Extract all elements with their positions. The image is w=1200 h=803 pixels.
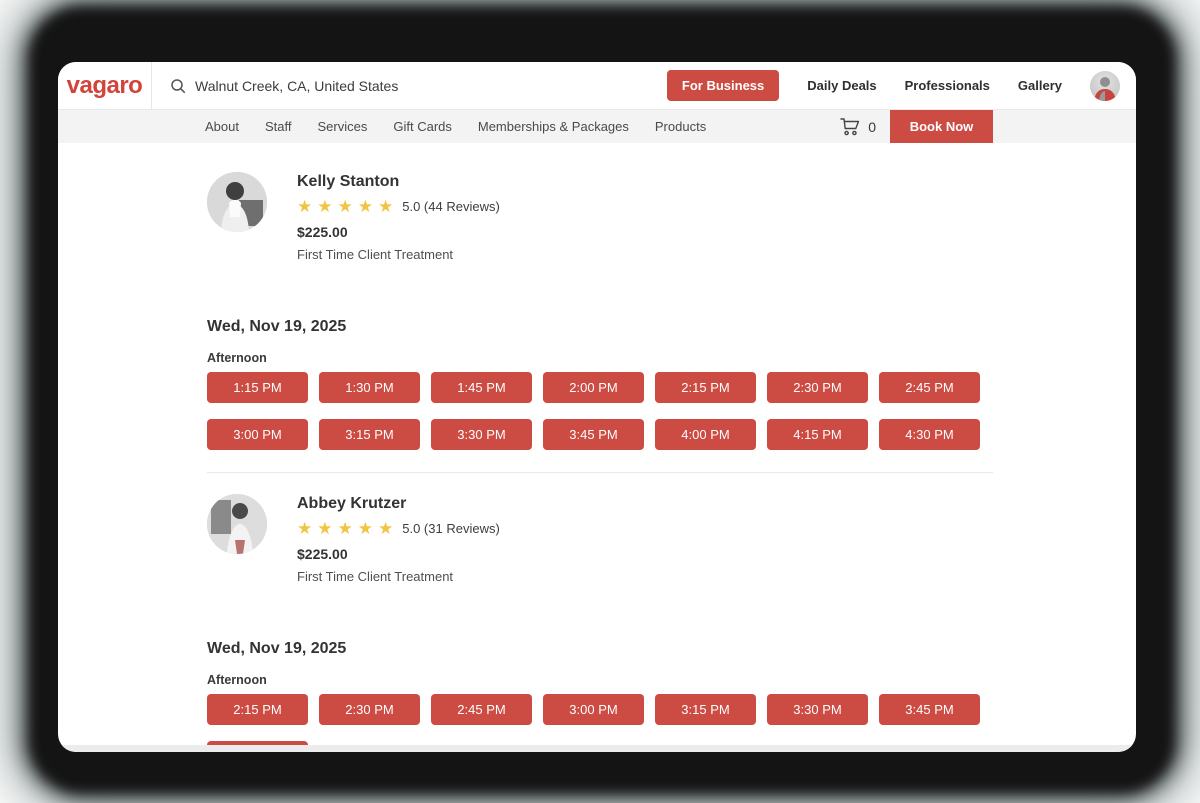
search-value[interactable]: Walnut Creek, CA, United States xyxy=(195,77,399,94)
for-business-button[interactable]: For Business xyxy=(666,70,780,101)
staff-name[interactable]: Kelly Stanton xyxy=(297,173,400,190)
star-icon: ★ xyxy=(317,197,335,216)
time-slot-button[interactable]: 3:15 PM xyxy=(319,419,420,450)
time-slot-button[interactable]: 1:15 PM xyxy=(207,372,308,403)
user-avatar[interactable] xyxy=(1090,70,1120,101)
staff-avatar[interactable] xyxy=(207,172,267,232)
rating-row: ★ ★ ★ ★ ★ 5.0 (31 Reviews) xyxy=(297,520,500,537)
subnav-item-products[interactable]: Products xyxy=(654,119,707,134)
subnav-item-memberships[interactable]: Memberships & Packages xyxy=(477,119,629,134)
period-label: Afternoon xyxy=(207,351,267,365)
time-slot-button[interactable]: 3:15 PM xyxy=(655,694,756,725)
time-slot-button[interactable]: 3:00 PM xyxy=(207,419,308,450)
star-icon: ★ xyxy=(297,197,315,216)
window-bottom-edge xyxy=(58,745,1136,752)
subnav-items: About Staff Services Gift Cards Membersh… xyxy=(205,119,706,134)
service-price: $225.00 xyxy=(297,224,348,240)
time-slot-button[interactable]: 1:30 PM xyxy=(319,372,420,403)
time-slot-button[interactable]: 2:45 PM xyxy=(879,372,980,403)
staff-info: Kelly Stanton ★ ★ ★ ★ ★ 5.0 (44 Reviews) $22… xyxy=(283,172,500,262)
cart-count: 0 xyxy=(868,118,876,135)
star-icon: ★ xyxy=(357,519,375,538)
section-divider xyxy=(207,472,993,473)
header-actions: For Business Daily Deals Professionals G… xyxy=(666,70,1136,101)
rating-text[interactable]: 5.0 (31 Reviews) xyxy=(402,521,500,536)
subnav-item-staff[interactable]: Staff xyxy=(264,119,292,134)
search-icon xyxy=(170,78,186,94)
star-icon: ★ xyxy=(378,197,396,216)
staff-info: Abbey Krutzer ★ ★ ★ ★ ★ 5.0 (31 Reviews) $22… xyxy=(283,494,500,584)
book-now-button[interactable]: Book Now xyxy=(890,110,993,143)
time-slot-button[interactable]: 2:15 PM xyxy=(207,694,308,725)
browser-window: vagaro Walnut Creek, CA, United States F… xyxy=(58,62,1136,752)
time-slot-button[interactable]: 1:45 PM xyxy=(431,372,532,403)
staff-name[interactable]: Abbey Krutzer xyxy=(297,495,407,512)
star-icon: ★ xyxy=(378,519,396,538)
time-slot-button[interactable]: 4:30 PM xyxy=(879,419,980,450)
service-name: First Time Client Treatment xyxy=(297,247,454,262)
logo-box[interactable]: vagaro xyxy=(58,62,152,109)
cart-button[interactable]: 0 xyxy=(839,117,876,137)
star-icon: ★ xyxy=(297,519,315,538)
site-header: vagaro Walnut Creek, CA, United States F… xyxy=(58,62,1136,110)
date-heading: Wed, Nov 19, 2025 xyxy=(207,640,347,657)
star-icon: ★ xyxy=(337,197,355,216)
time-slot-button[interactable]: 3:00 PM xyxy=(543,694,644,725)
time-slot-button[interactable]: 2:15 PM xyxy=(655,372,756,403)
booking-content: Kelly Stanton ★ ★ ★ ★ ★ 5.0 (44 Reviews) $22… xyxy=(58,143,1136,752)
star-icon: ★ xyxy=(357,197,375,216)
staff-card-abbey: Abbey Krutzer ★ ★ ★ ★ ★ 5.0 (31 Reviews) $22… xyxy=(207,494,993,584)
rating-row: ★ ★ ★ ★ ★ 5.0 (44 Reviews) xyxy=(297,198,500,215)
daily-deals-link[interactable]: Daily Deals xyxy=(807,78,877,93)
business-subnav: About Staff Services Gift Cards Membersh… xyxy=(58,110,1136,143)
subnav-item-gift-cards[interactable]: Gift Cards xyxy=(393,119,452,134)
subnav-item-about[interactable]: About xyxy=(205,119,239,134)
time-slot-button[interactable]: 3:45 PM xyxy=(543,419,644,450)
professionals-link[interactable]: Professionals xyxy=(904,78,990,93)
time-slot-button[interactable]: 2:30 PM xyxy=(319,694,420,725)
service-price: $225.00 xyxy=(297,546,348,562)
gallery-link[interactable]: Gallery xyxy=(1017,78,1062,93)
time-slot-button[interactable]: 3:30 PM xyxy=(431,419,532,450)
staff-card-kelly: Kelly Stanton ★ ★ ★ ★ ★ 5.0 (44 Reviews) $22… xyxy=(207,172,993,262)
time-slot-button[interactable]: 2:45 PM xyxy=(431,694,532,725)
rating-text[interactable]: 5.0 (44 Reviews) xyxy=(402,199,500,214)
time-slot-button[interactable]: 4:00 PM xyxy=(655,419,756,450)
star-icon: ★ xyxy=(317,519,335,538)
star-icon: ★ xyxy=(337,519,355,538)
search-input[interactable]: Walnut Creek, CA, United States xyxy=(152,78,667,94)
vagaro-logo[interactable]: vagaro xyxy=(66,71,143,99)
time-slot-button[interactable]: 4:15 PM xyxy=(767,419,868,450)
service-name: First Time Client Treatment xyxy=(297,569,454,584)
time-slot-button[interactable]: 3:45 PM xyxy=(879,694,980,725)
subnav-item-services[interactable]: Services xyxy=(317,119,368,134)
time-slot-button[interactable]: 2:00 PM xyxy=(543,372,644,403)
staff-avatar[interactable] xyxy=(207,494,267,554)
cart-icon xyxy=(839,117,861,137)
time-slot-grid: 1:15 PM 1:30 PM 1:45 PM 2:00 PM 2:15 PM … xyxy=(207,372,993,450)
time-slot-button[interactable]: 3:30 PM xyxy=(767,694,868,725)
time-slot-button[interactable]: 2:30 PM xyxy=(767,372,868,403)
period-label: Afternoon xyxy=(207,673,267,687)
time-slot-grid: 2:15 PM 2:30 PM 2:45 PM 3:00 PM 3:15 PM … xyxy=(207,694,993,752)
date-heading: Wed, Nov 19, 2025 xyxy=(207,318,347,335)
